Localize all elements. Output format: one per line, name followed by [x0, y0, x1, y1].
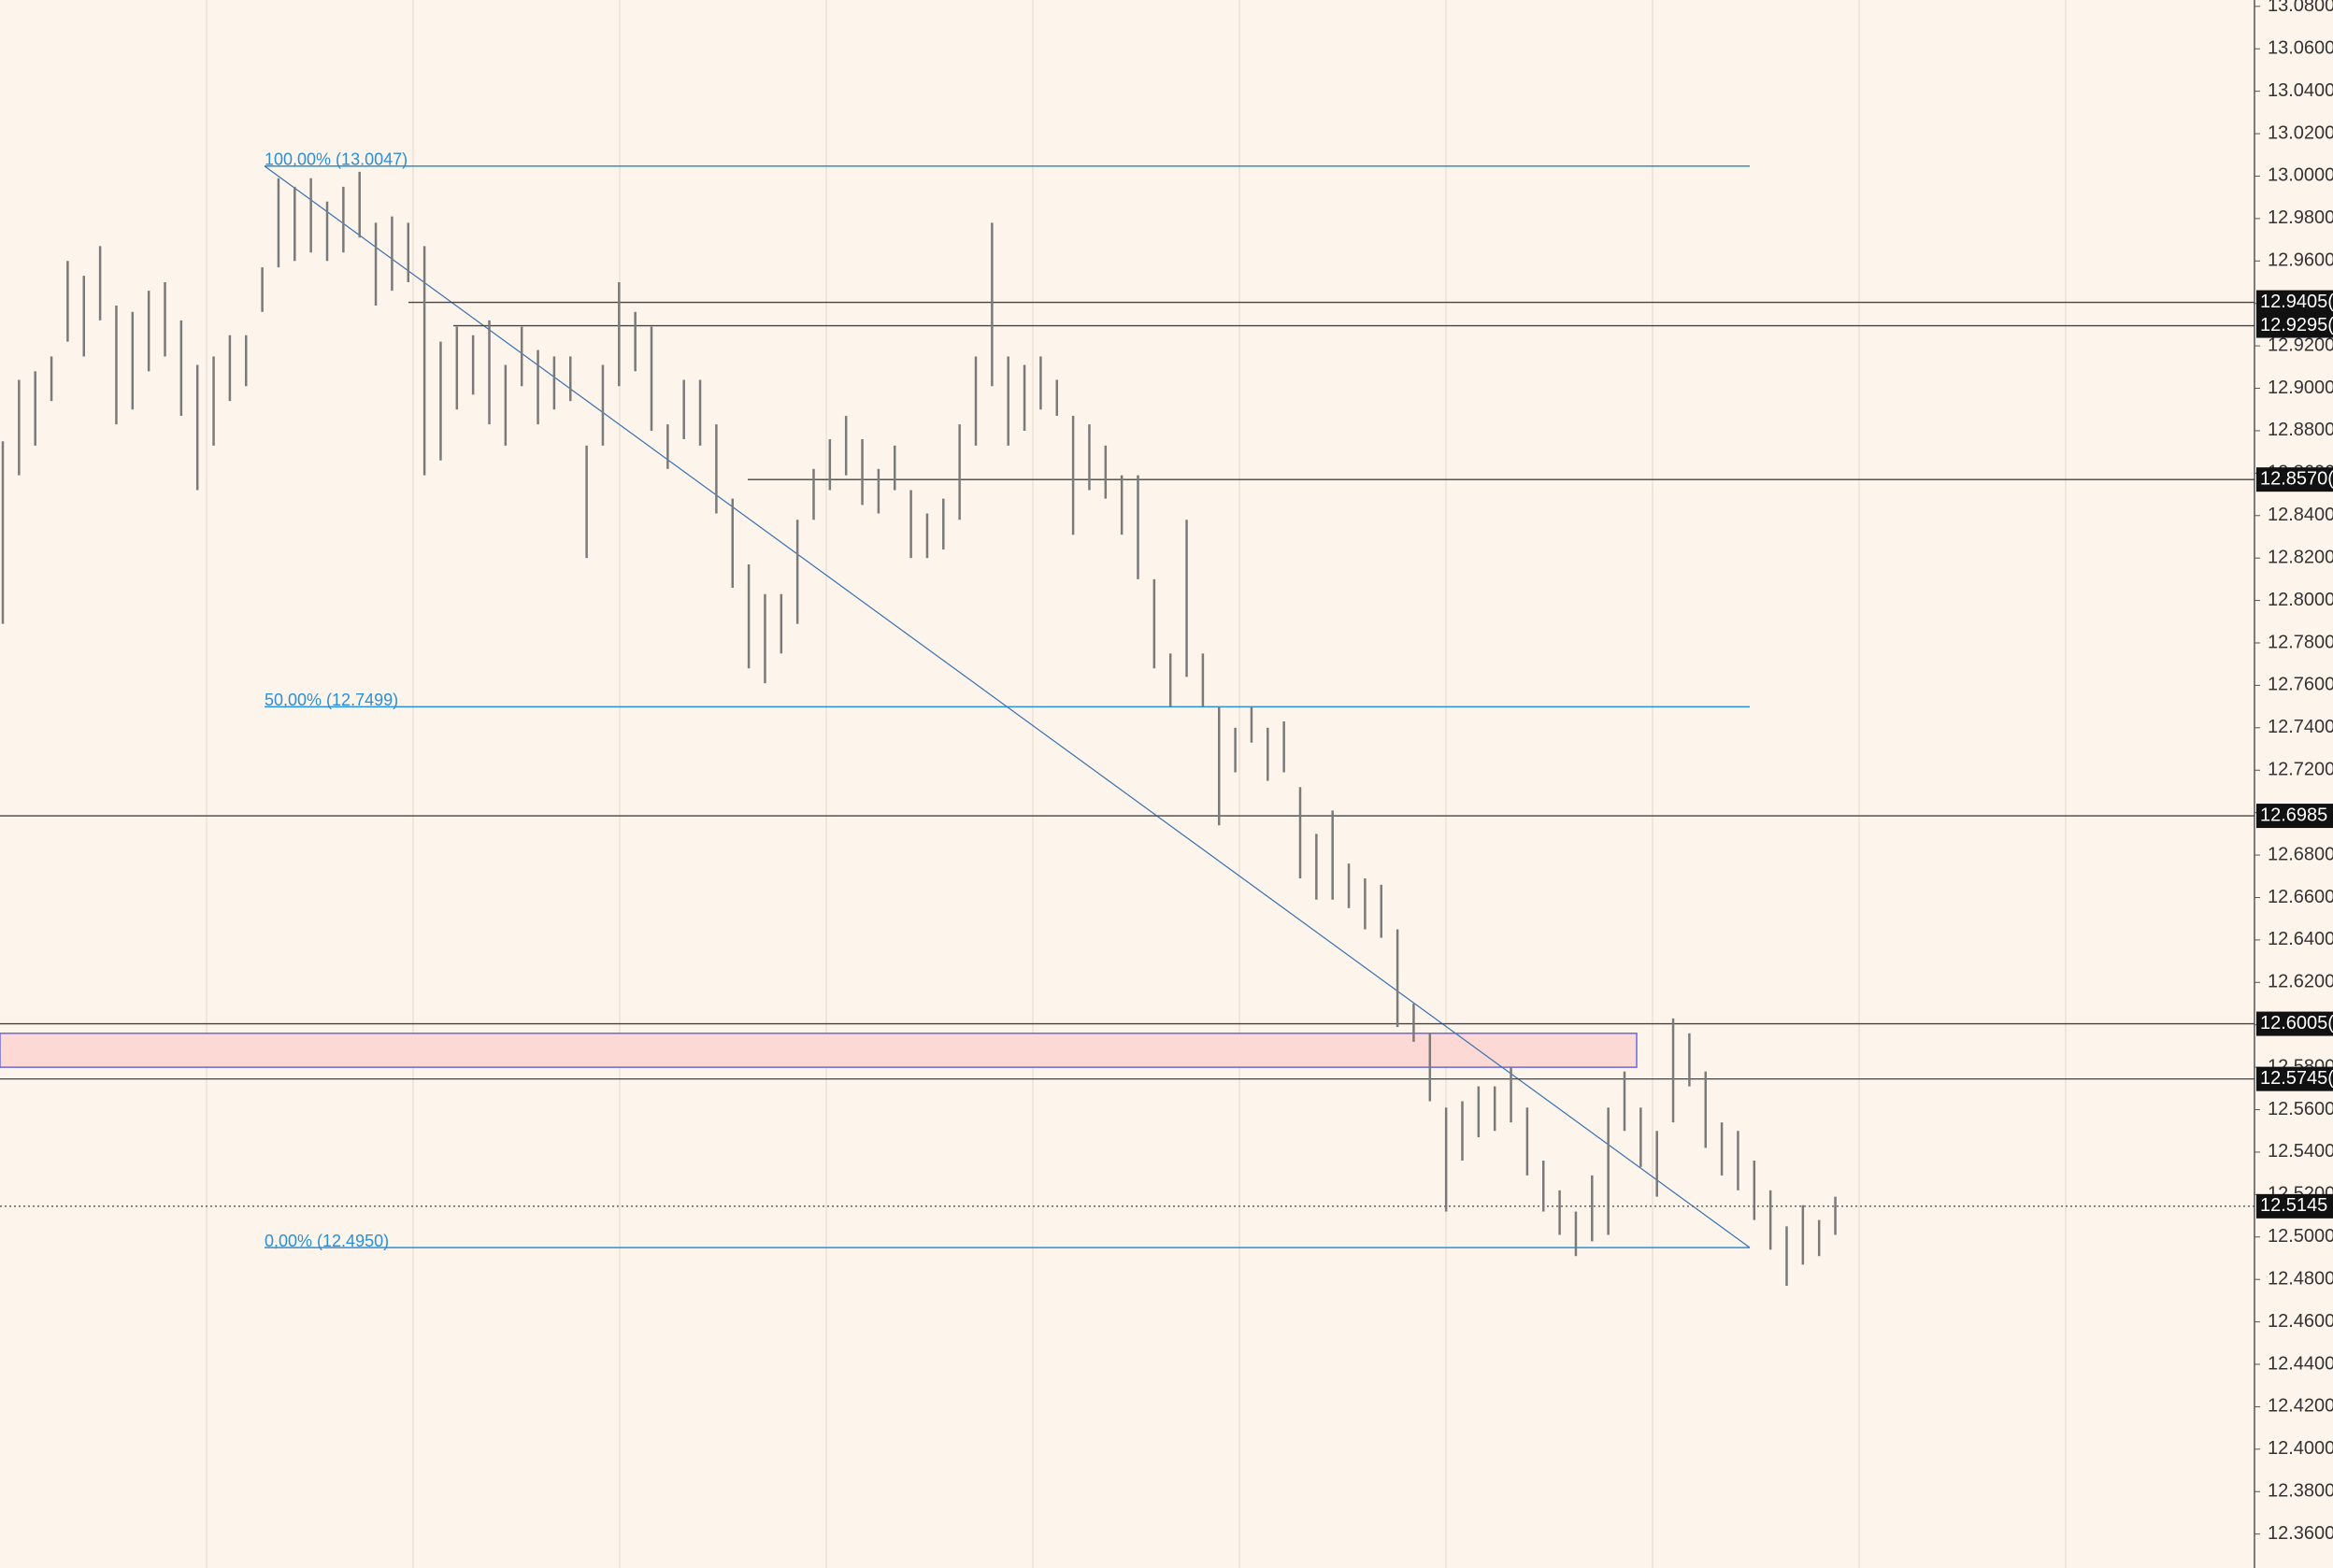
y-tick-label: 12.6600: [2268, 887, 2333, 907]
y-tick-label: 12.4800: [2268, 1268, 2333, 1289]
level-tag: [2256, 313, 2333, 338]
y-tick-label: 12.6200: [2268, 972, 2333, 992]
y-tick-label: 12.6400: [2268, 929, 2333, 949]
level-label: 12.6985: [2260, 805, 2327, 825]
y-tick-label: 12.3800: [2268, 1481, 2333, 1502]
y-tick-label: 12.4200: [2268, 1396, 2333, 1417]
y-tick-label: 12.9800: [2268, 207, 2333, 228]
y-tick-label: 12.7800: [2268, 632, 2333, 652]
y-tick-label: 12.7400: [2268, 717, 2333, 737]
y-tick-label: 12.9600: [2268, 250, 2333, 271]
level-tag: [2256, 804, 2333, 829]
y-tick-label: 12.4400: [2268, 1353, 2333, 1374]
level-tag: [2256, 1193, 2333, 1219]
level-tag: [2256, 1011, 2333, 1036]
level-label: 12.6005(A: [2260, 1013, 2333, 1033]
y-tick-label: 12.8800: [2268, 420, 2333, 440]
level-tag: [2256, 290, 2333, 315]
level-label: 12.8570(A: [2260, 468, 2333, 489]
y-tick-label: 12.9200: [2268, 335, 2333, 355]
level-tag: [2256, 1066, 2333, 1091]
level-label: 12.5145: [2260, 1195, 2327, 1216]
fib-label: 100,00% (13.0047): [265, 150, 408, 169]
y-tick-label: 12.8400: [2268, 505, 2333, 525]
zone: [0, 1033, 1638, 1068]
y-tick-label: 13.0600: [2268, 38, 2333, 59]
level-label: 12.9295(A: [2260, 315, 2333, 335]
y-tick-label: 12.3600: [2268, 1523, 2333, 1544]
y-tick-label: 13.0200: [2268, 122, 2333, 143]
level-tag: [2256, 467, 2333, 492]
y-tick-label: 12.4000: [2268, 1438, 2333, 1459]
axis-bg: [2254, 0, 2333, 1568]
fib-label: 0,00% (12.4950): [265, 1232, 389, 1250]
y-tick-label: 12.5600: [2268, 1099, 2333, 1119]
y-tick-label: 12.5000: [2268, 1226, 2333, 1247]
fib-trend: [264, 165, 1751, 1248]
y-tick-label: 12.6800: [2268, 844, 2333, 864]
level-label: 12.5745(A: [2260, 1068, 2333, 1089]
y-tick-label: 12.7600: [2268, 675, 2333, 695]
y-tick-label: 12.8000: [2268, 590, 2333, 610]
y-tick-label: 12.5400: [2268, 1141, 2333, 1162]
y-tick-label: 12.7200: [2268, 760, 2333, 780]
y-tick-label: 12.8200: [2268, 547, 2333, 567]
y-tick-label: 13.0400: [2268, 80, 2333, 101]
y-tick-label: 12.4600: [2268, 1311, 2333, 1332]
y-tick-label: 13.0000: [2268, 165, 2333, 186]
level-label: 12.9405(A: [2260, 292, 2333, 312]
fib-label: 50,00% (12.7499): [265, 691, 398, 709]
y-tick-label: 13.0800: [2268, 0, 2333, 16]
y-tick-label: 12.9000: [2268, 378, 2333, 398]
